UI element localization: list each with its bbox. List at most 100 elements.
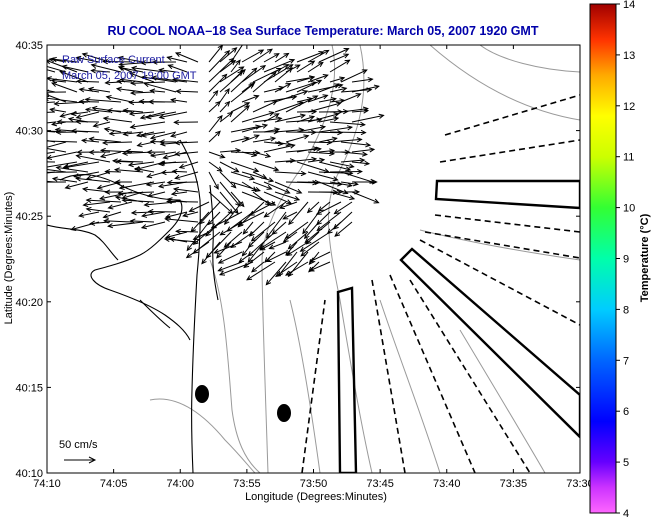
- current-vector: [47, 151, 56, 154]
- current-vector: [307, 101, 342, 113]
- y-tick-label: 40:15: [15, 382, 43, 394]
- polygon-south: [336, 286, 358, 473]
- colorbar-ticks: 14 13 12 11 10 9 8 7 6 5 4: [616, 0, 635, 519]
- current-vector: [340, 69, 368, 83]
- current-vector: [185, 241, 210, 259]
- colorbar-tick-label: 12: [623, 101, 635, 113]
- current-vector: [251, 261, 265, 273]
- current-vector: [172, 77, 199, 83]
- current-vector: [174, 52, 199, 63]
- current-vector: [285, 241, 298, 256]
- current-vector: [329, 161, 355, 169]
- current-vector: [166, 179, 199, 186]
- current-vector: [103, 127, 122, 133]
- current-vector: [173, 119, 199, 125]
- current-vector: [265, 251, 287, 263]
- current-vector: [219, 191, 239, 215]
- current-vector: [149, 88, 166, 94]
- current-vector: [318, 96, 337, 103]
- current-vector: [241, 134, 260, 143]
- current-vector: [306, 201, 320, 214]
- current-vector: [307, 171, 339, 182]
- current-vector: [105, 94, 133, 103]
- current-vector: [263, 53, 280, 63]
- current-vector: [85, 206, 111, 213]
- current-vector: [296, 75, 316, 83]
- current-vector: [230, 161, 260, 173]
- current-vector: [166, 55, 188, 63]
- x-tick-label: 73:50: [300, 478, 328, 490]
- current-vector: [340, 181, 359, 187]
- current-vector: [47, 69, 56, 73]
- current-vector: [141, 74, 177, 83]
- current-vector: [158, 67, 177, 73]
- current-vector: [252, 48, 273, 63]
- current-vector: [164, 216, 199, 223]
- map-area: Raw Surface Current March 05, 2007 19:00…: [47, 45, 580, 473]
- current-vector: [171, 168, 188, 175]
- current-vector: [208, 130, 221, 143]
- current-vector: [278, 201, 298, 210]
- current-vector: [248, 221, 265, 237]
- current-vector: [263, 201, 287, 218]
- current-vector: [318, 136, 338, 143]
- current-vector: [182, 211, 199, 218]
- current-vector: [172, 186, 199, 193]
- current-vector: [174, 140, 199, 146]
- current-vector: [102, 211, 122, 219]
- current-vector: [230, 105, 250, 123]
- current-vector: [219, 100, 231, 113]
- current-vector: [129, 90, 155, 96]
- current-vector: [307, 94, 329, 103]
- x-tick-label: 73:40: [433, 478, 461, 490]
- current-vector: [219, 88, 230, 103]
- current-vector: [59, 70, 89, 83]
- current-vector: [174, 151, 199, 157]
- current-vector: [111, 158, 144, 164]
- mooring-marker-1: [195, 385, 209, 403]
- current-vector: [318, 161, 352, 172]
- current-vector: [351, 77, 374, 83]
- current-vector: [307, 130, 344, 136]
- current-vector: [250, 221, 276, 242]
- current-vector: [296, 60, 316, 73]
- current-vector: [145, 111, 177, 120]
- current-vector: [175, 228, 199, 235]
- current-vector: [241, 64, 267, 83]
- x-tick-label: 74:00: [166, 478, 194, 490]
- current-vector: [305, 231, 320, 245]
- polygon-diagonal: [399, 247, 580, 439]
- x-tick-label: 73:45: [366, 478, 394, 490]
- current-vector: [70, 111, 89, 117]
- current-vector: [217, 251, 243, 264]
- current-vector: [208, 171, 219, 190]
- current-vector: [282, 211, 298, 220]
- current-vector: [274, 82, 292, 93]
- current-vector: [140, 221, 166, 230]
- colorbar: [589, 3, 617, 514]
- polygon-east: [434, 179, 580, 210]
- current-vector: [274, 89, 309, 103]
- current-vector: [340, 157, 366, 164]
- current-vector: [170, 131, 188, 138]
- x-tick-label: 74:10: [33, 478, 61, 490]
- current-vector: [208, 114, 223, 133]
- current-vector: [47, 161, 78, 170]
- current-vector: [75, 176, 111, 183]
- current-vector: [101, 140, 133, 146]
- current-vector: [208, 151, 226, 159]
- current-vector: [117, 55, 144, 63]
- current-vector: [340, 141, 372, 148]
- current-vector: [170, 190, 188, 197]
- current-vector: [307, 74, 329, 83]
- current-vector: [241, 181, 258, 192]
- current-vector: [119, 77, 144, 83]
- current-vector: [230, 171, 256, 181]
- current-vector: [158, 111, 188, 120]
- current-vector: [103, 218, 133, 224]
- current-vector: [219, 111, 234, 123]
- current-vector: [114, 179, 133, 185]
- current-vector: [149, 131, 177, 140]
- current-vector: [85, 197, 122, 203]
